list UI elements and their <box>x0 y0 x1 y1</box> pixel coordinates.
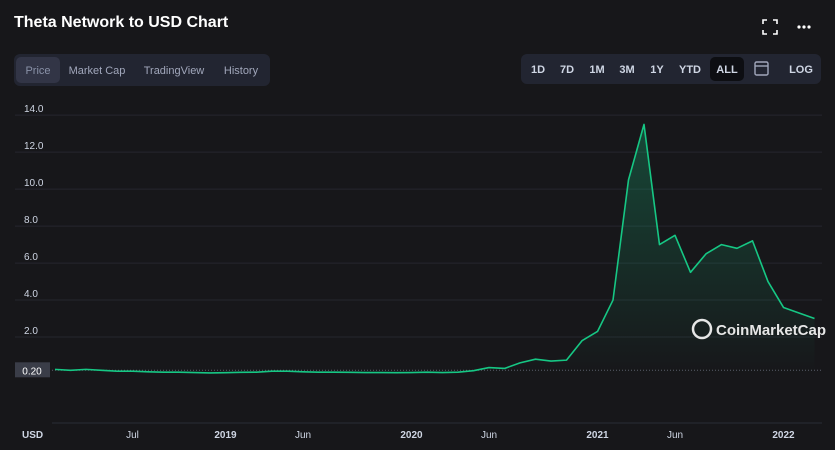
range-group <box>521 54 821 84</box>
range-button[interactable]: ALL <box>716 64 738 76</box>
tab-active <box>16 57 60 83</box>
range-button[interactable]: 3M <box>619 64 634 76</box>
y-tick-label: 12.0 <box>24 141 44 152</box>
watermark: CoinMarketCap <box>716 322 826 339</box>
range-button[interactable]: 7D <box>560 64 574 76</box>
log-button[interactable]: LOG <box>789 64 813 76</box>
fullscreen-icon[interactable] <box>762 19 778 35</box>
range-button[interactable]: 1D <box>531 64 545 76</box>
x-tick-label: 2021 <box>586 430 609 441</box>
tab[interactable]: Market Cap <box>69 65 126 77</box>
y-tick-label: 6.0 <box>24 252 38 263</box>
tab[interactable]: History <box>224 65 259 77</box>
x-tick-label: 2022 <box>772 430 795 441</box>
x-tick-label: Jun <box>295 430 311 441</box>
y-tick-label: 10.0 <box>24 178 44 189</box>
y-tick-label: 14.0 <box>24 104 44 115</box>
range-button[interactable]: 1Y <box>650 64 664 76</box>
x-tick-label: Jun <box>667 430 683 441</box>
calendar-icon[interactable] <box>754 61 769 76</box>
title: Theta Network to USD Chart <box>14 14 229 31</box>
tab[interactable]: TradingView <box>144 65 205 77</box>
x-tick-label: 2019 <box>214 430 237 441</box>
price-line <box>54 123 815 374</box>
y-tick-label: 8.0 <box>24 215 38 226</box>
range-button[interactable]: 1M <box>589 64 604 76</box>
range-active <box>710 57 744 81</box>
x-tick-label: Jul <box>126 430 139 441</box>
range-button[interactable]: YTD <box>679 64 701 76</box>
reference-tag <box>15 362 50 378</box>
y-tick-label: 4.0 <box>24 289 38 300</box>
reference-label: 0.20 <box>22 366 42 377</box>
x-tick-label: 2020 <box>400 430 423 441</box>
x-tick-label: Jun <box>481 430 497 441</box>
watermark-logo <box>691 318 713 340</box>
more-icon[interactable] <box>797 25 811 29</box>
tab[interactable]: Price <box>25 65 50 77</box>
y-tick-label: 2.0 <box>24 326 38 337</box>
y-unit: USD <box>22 430 43 441</box>
tab-group <box>14 54 270 86</box>
area <box>55 124 815 374</box>
